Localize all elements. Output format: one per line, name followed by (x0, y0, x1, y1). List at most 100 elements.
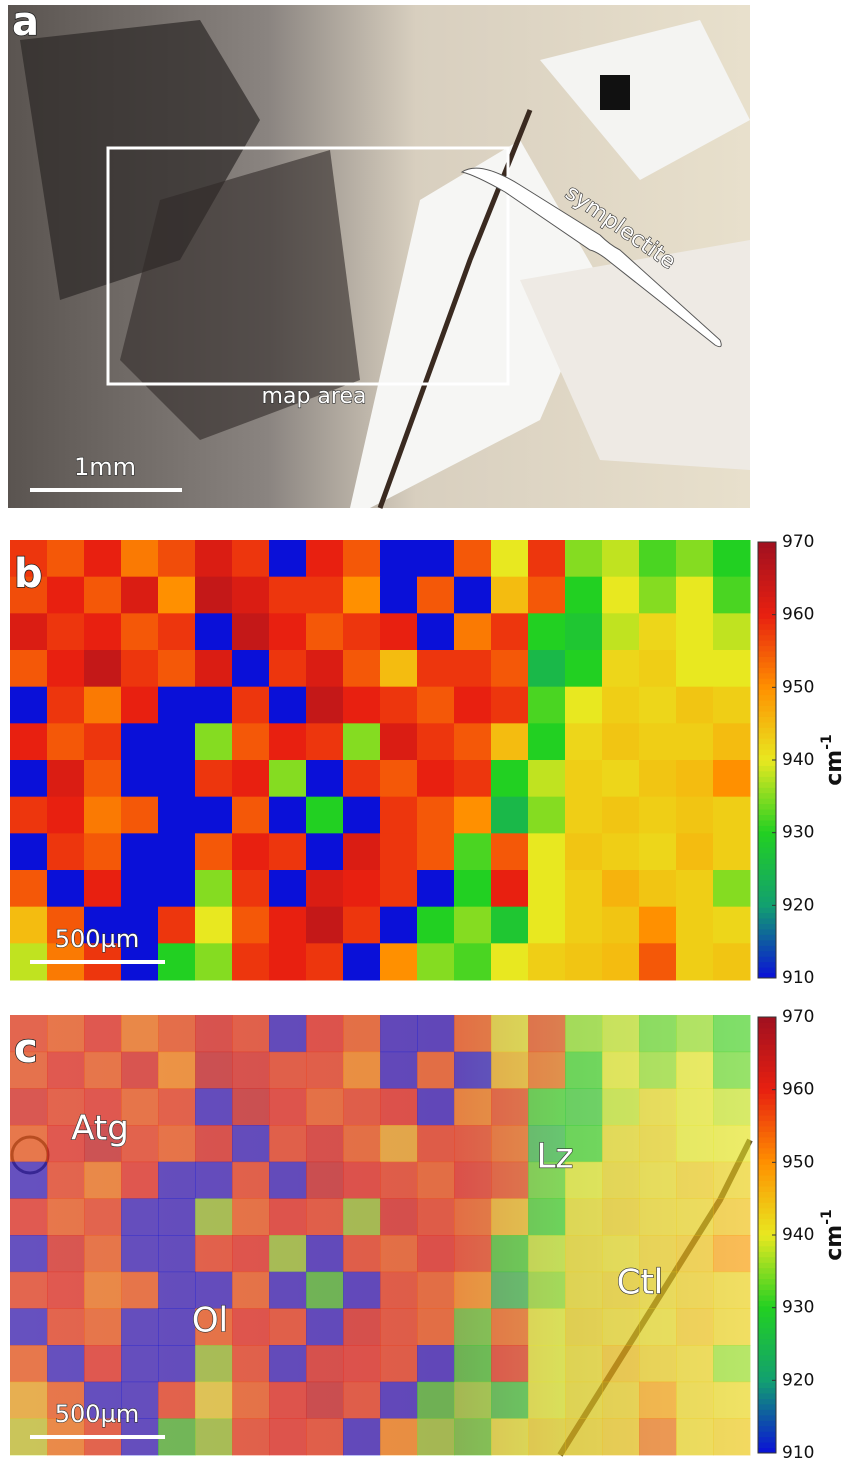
colorbar-tick-label: 930 (782, 1298, 814, 1318)
heat-cell (232, 1162, 270, 1199)
colorbar-swatch (758, 1420, 776, 1426)
colorbar-swatch (758, 1339, 776, 1345)
heat-cell (417, 1198, 455, 1235)
heat-cell (195, 723, 233, 760)
heat-cell (121, 1308, 159, 1345)
heat-cell (343, 1162, 381, 1199)
heat-cell (380, 1162, 418, 1199)
heat-cell (639, 943, 677, 980)
heat-cell (232, 1088, 270, 1125)
heat-cell (639, 577, 677, 614)
heat-cell (602, 687, 640, 724)
heat-cell (158, 760, 196, 797)
heat-cell (528, 540, 566, 577)
colorbar-swatch (758, 1055, 776, 1061)
heat-cell (639, 723, 677, 760)
heat-cell (380, 540, 418, 577)
heat-cell (713, 613, 751, 650)
heat-cell (380, 1052, 418, 1089)
heat-cell (47, 760, 85, 797)
colorbar-swatch (758, 1284, 776, 1290)
heat-cell (306, 540, 344, 577)
heat-cell (195, 1345, 233, 1382)
colorbar-label-exponent: -1 (819, 1209, 835, 1225)
heat-cell (417, 1125, 455, 1162)
colorbar-swatch (758, 1295, 776, 1301)
heat-cell (269, 1125, 307, 1162)
heat-cell (491, 687, 529, 724)
heat-cell (417, 1052, 455, 1089)
heat-cell (121, 797, 159, 834)
heat-cell (10, 650, 48, 687)
heat-cell (417, 943, 455, 980)
colorbar-swatch (758, 1279, 776, 1285)
heat-cell (454, 870, 492, 907)
heat-cell (639, 540, 677, 577)
heat-cell (121, 1015, 159, 1052)
heat-cell (158, 1088, 196, 1125)
heat-cell (84, 870, 122, 907)
heat-cell (158, 1052, 196, 1089)
heat-cell (676, 1125, 714, 1162)
colorbar-tick-label: 970 (782, 532, 814, 552)
heat-cell (306, 1015, 344, 1052)
heat-cell (676, 1272, 714, 1309)
heat-cell (565, 833, 603, 870)
colorbar-swatch (758, 744, 776, 750)
heat-cell (676, 870, 714, 907)
heat-cell (454, 1198, 492, 1235)
heat-cell (417, 1382, 455, 1419)
heat-cell (417, 1345, 455, 1382)
heat-cell (380, 760, 418, 797)
heat-cell (417, 687, 455, 724)
heat-cell (343, 797, 381, 834)
colorbar-swatch (758, 1349, 776, 1355)
heat-cell (158, 1382, 196, 1419)
heat-cell (491, 833, 529, 870)
heat-cell (491, 1382, 529, 1419)
heat-cell (84, 760, 122, 797)
colorbar-swatch (758, 836, 776, 842)
colorbar-swatch (758, 902, 776, 908)
colorbar-swatch (758, 1290, 776, 1296)
heat-cell (47, 1052, 85, 1089)
heat-cell (195, 1015, 233, 1052)
heat-cell (565, 1198, 603, 1235)
heat-cell (232, 1198, 270, 1235)
heat-cell (10, 723, 48, 760)
colorbar-swatch (758, 656, 776, 662)
heat-cell (380, 1382, 418, 1419)
colorbar-swatch (758, 1099, 776, 1105)
heat-cell (713, 907, 751, 944)
colorbar-swatch (758, 624, 776, 630)
colorbar-swatch (758, 945, 776, 951)
colorbar-swatch (758, 722, 776, 728)
heat-cell (343, 613, 381, 650)
heat-cell (676, 687, 714, 724)
mineral-label: Ctl (617, 1263, 664, 1303)
annotation: map area (262, 384, 367, 409)
colorbar-swatch (758, 1164, 776, 1170)
heat-cell (491, 1125, 529, 1162)
heat-cell (565, 540, 603, 577)
heat-cell (639, 650, 677, 687)
heat-cell (713, 1052, 751, 1089)
heat-cell (528, 1088, 566, 1125)
heat-cell (417, 1308, 455, 1345)
heat-cell (639, 1052, 677, 1089)
heat-cell (528, 577, 566, 614)
heat-cell (713, 1272, 751, 1309)
colorbar-swatch (758, 1022, 776, 1028)
heat-cell (602, 1015, 640, 1052)
colorbar-swatch (758, 1044, 776, 1050)
heat-cell (713, 1125, 751, 1162)
heat-cell (417, 650, 455, 687)
colorbar-swatch (758, 597, 776, 603)
heat-cell (676, 797, 714, 834)
heat-cell (565, 760, 603, 797)
heat-cell (10, 1162, 48, 1199)
heat-cell (232, 1308, 270, 1345)
heat-cell (417, 1418, 455, 1455)
colorbar-swatch (758, 1415, 776, 1421)
colorbar-swatch (758, 1317, 776, 1323)
